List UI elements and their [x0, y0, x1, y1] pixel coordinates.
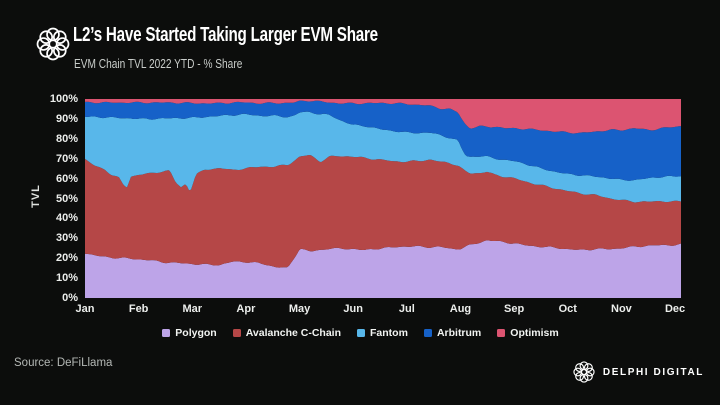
y-tick-label: 70%: [55, 152, 78, 165]
legend-label: Polygon: [175, 327, 217, 339]
chart-legend: Polygon Avalanche C-Chain Fantom Arbitrum Op…: [62, 327, 659, 339]
legend-swatch: [497, 329, 506, 337]
legend-swatch: [423, 329, 432, 337]
legend-item-arbitrum[interactable]: Arbitrum: [423, 327, 482, 339]
x-tick-label-mar: Mar: [182, 303, 203, 315]
x-tick-label-jul: Jul: [398, 303, 415, 315]
y-tick-label: 30%: [55, 232, 78, 245]
legend-item-avalanche-c-chain[interactable]: Avalanche C-Chain: [232, 327, 342, 339]
y-tick-label: 50%: [55, 192, 78, 205]
x-tick-label-feb: Feb: [128, 303, 149, 315]
y-tick-label: 20%: [55, 252, 78, 265]
area-optimism: [85, 99, 681, 134]
legend-item-optimism[interactable]: Optimism: [497, 327, 559, 339]
x-tick-label-apr: Apr: [236, 303, 256, 315]
x-tick-label-oct: Oct: [558, 303, 577, 315]
y-tick-label: 10%: [55, 272, 78, 285]
legend-swatch: [357, 329, 366, 337]
legend-label: Arbitrum: [436, 327, 482, 339]
x-tick-label-jun: Jun: [343, 303, 363, 315]
page-subtitle: EVM Chain TVL 2022 YTD - % Share: [74, 56, 243, 71]
legend-swatch: [162, 329, 171, 337]
area-polygon: [85, 240, 681, 298]
y-tick-label: 0%: [62, 292, 78, 304]
stacked-area-svg: [85, 99, 681, 298]
legend-label: Optimism: [510, 327, 559, 339]
brand-lockup: DELPHI DIGITAL: [573, 361, 704, 383]
y-axis-title: TVL: [29, 184, 42, 208]
legend-swatch: [232, 329, 241, 337]
y-tick-label: 80%: [55, 132, 78, 145]
y-tick-label: 40%: [55, 212, 78, 225]
x-tick-label-sep: Sep: [504, 303, 525, 315]
area-arbitrum: [85, 100, 681, 181]
y-tick-label: 60%: [55, 172, 78, 185]
delphi-knot-logo-icon: [573, 361, 595, 383]
legend-label: Avalanche C-Chain: [245, 327, 342, 339]
y-tick-label: 100%: [49, 93, 78, 105]
legend-item-polygon[interactable]: Polygon: [162, 327, 217, 339]
page-title: L2’s Have Started Taking Larger EVM Shar…: [73, 24, 378, 46]
legend-label: Fantom: [370, 327, 408, 339]
area-fantom: [85, 111, 681, 203]
x-tick-label-jan: Jan: [75, 303, 95, 315]
area-avalanche-c-chain: [85, 155, 681, 268]
brand-name: DELPHI DIGITAL: [602, 366, 704, 378]
x-tick-label-may: May: [288, 303, 311, 315]
delphi-knot-logo-icon: [36, 27, 70, 61]
x-tick-label-dec: Dec: [664, 303, 686, 315]
source-credit: Source: DeFiLlama: [14, 357, 113, 369]
legend-item-fantom[interactable]: Fantom: [357, 327, 408, 339]
y-tick-label: 90%: [55, 112, 78, 125]
x-tick-label-aug: Aug: [449, 303, 472, 315]
x-tick-label-nov: Nov: [611, 303, 632, 315]
